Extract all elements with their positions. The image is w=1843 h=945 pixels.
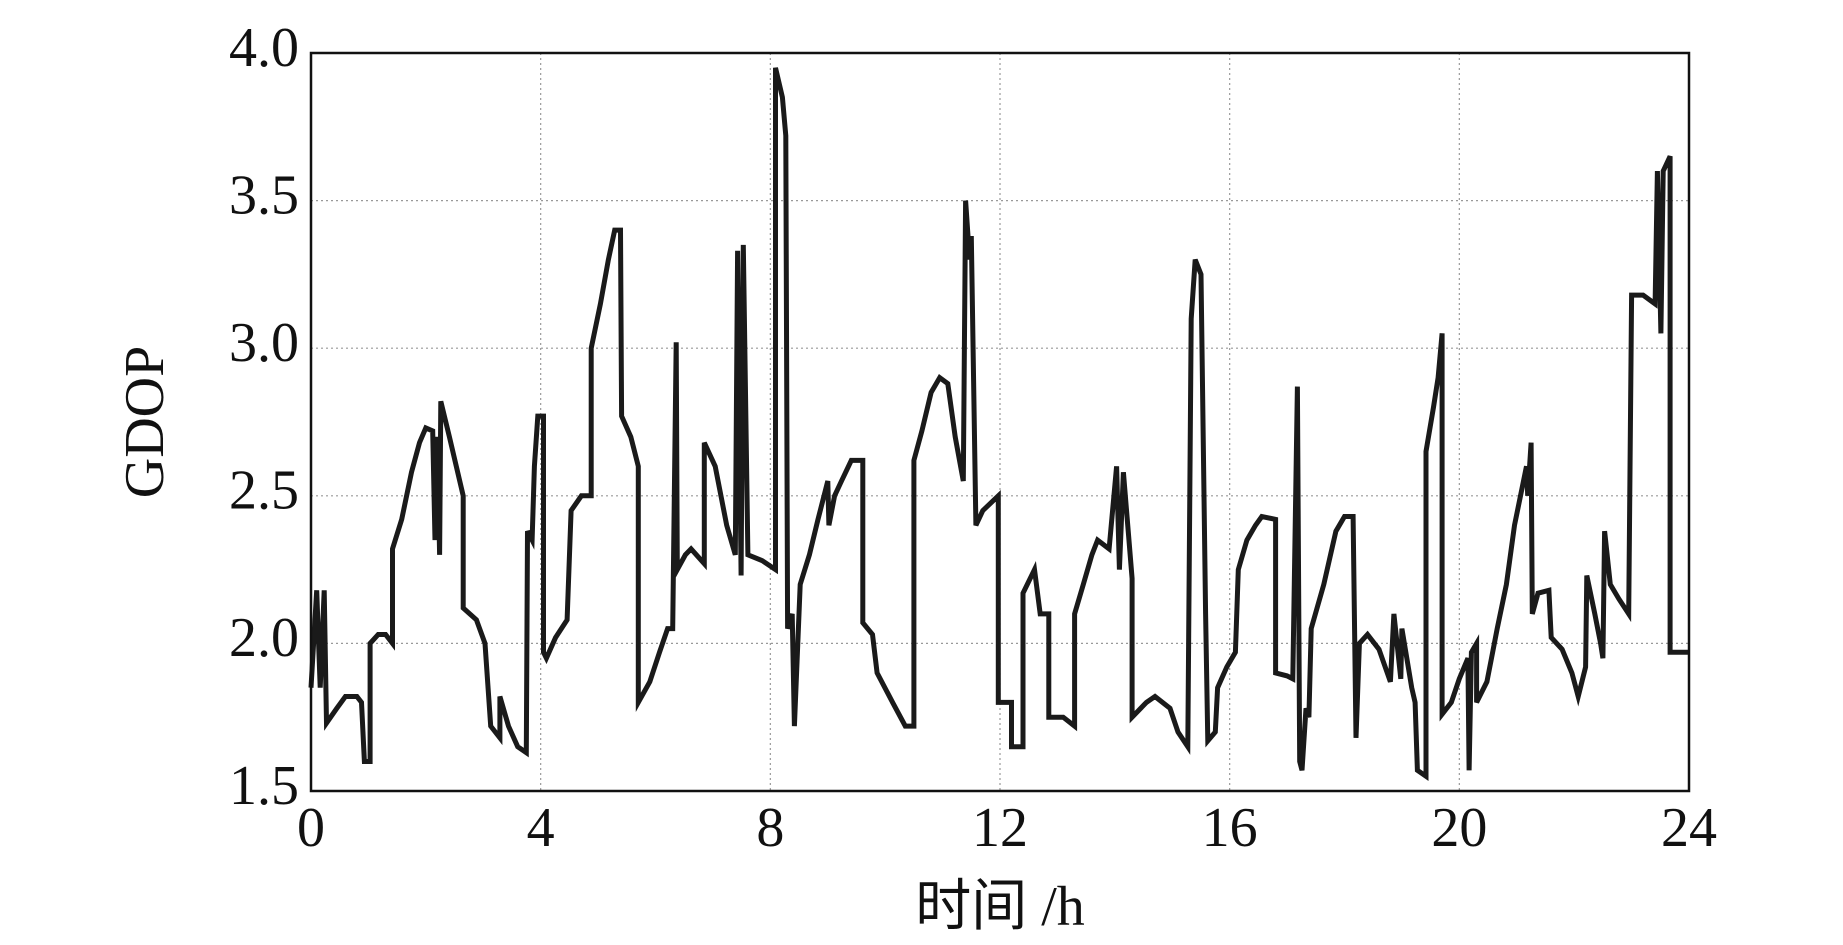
x-tick-label: 8 — [756, 797, 784, 859]
y-tick-label: 2.5 — [229, 460, 299, 522]
x-tick-label: 4 — [527, 797, 555, 859]
data-line — [308, 67, 1689, 781]
y-axis-label: GDOP — [114, 346, 176, 498]
x-axis-label: 时间 /h — [915, 876, 1085, 938]
y-tick-label: 4.0 — [229, 17, 299, 79]
x-tick-label: 24 — [1661, 797, 1717, 859]
y-tick-label: 3.0 — [229, 312, 299, 374]
y-tick-label: 2.0 — [229, 607, 299, 669]
x-tick-label: 0 — [297, 797, 325, 859]
x-tick-label: 16 — [1202, 797, 1258, 859]
x-tick-label: 20 — [1431, 797, 1487, 859]
y-tick-label: 3.5 — [229, 164, 299, 226]
plot-frame — [309, 51, 1691, 793]
y-tick-label: 1.5 — [229, 755, 299, 817]
x-tick-label: 12 — [972, 797, 1028, 859]
